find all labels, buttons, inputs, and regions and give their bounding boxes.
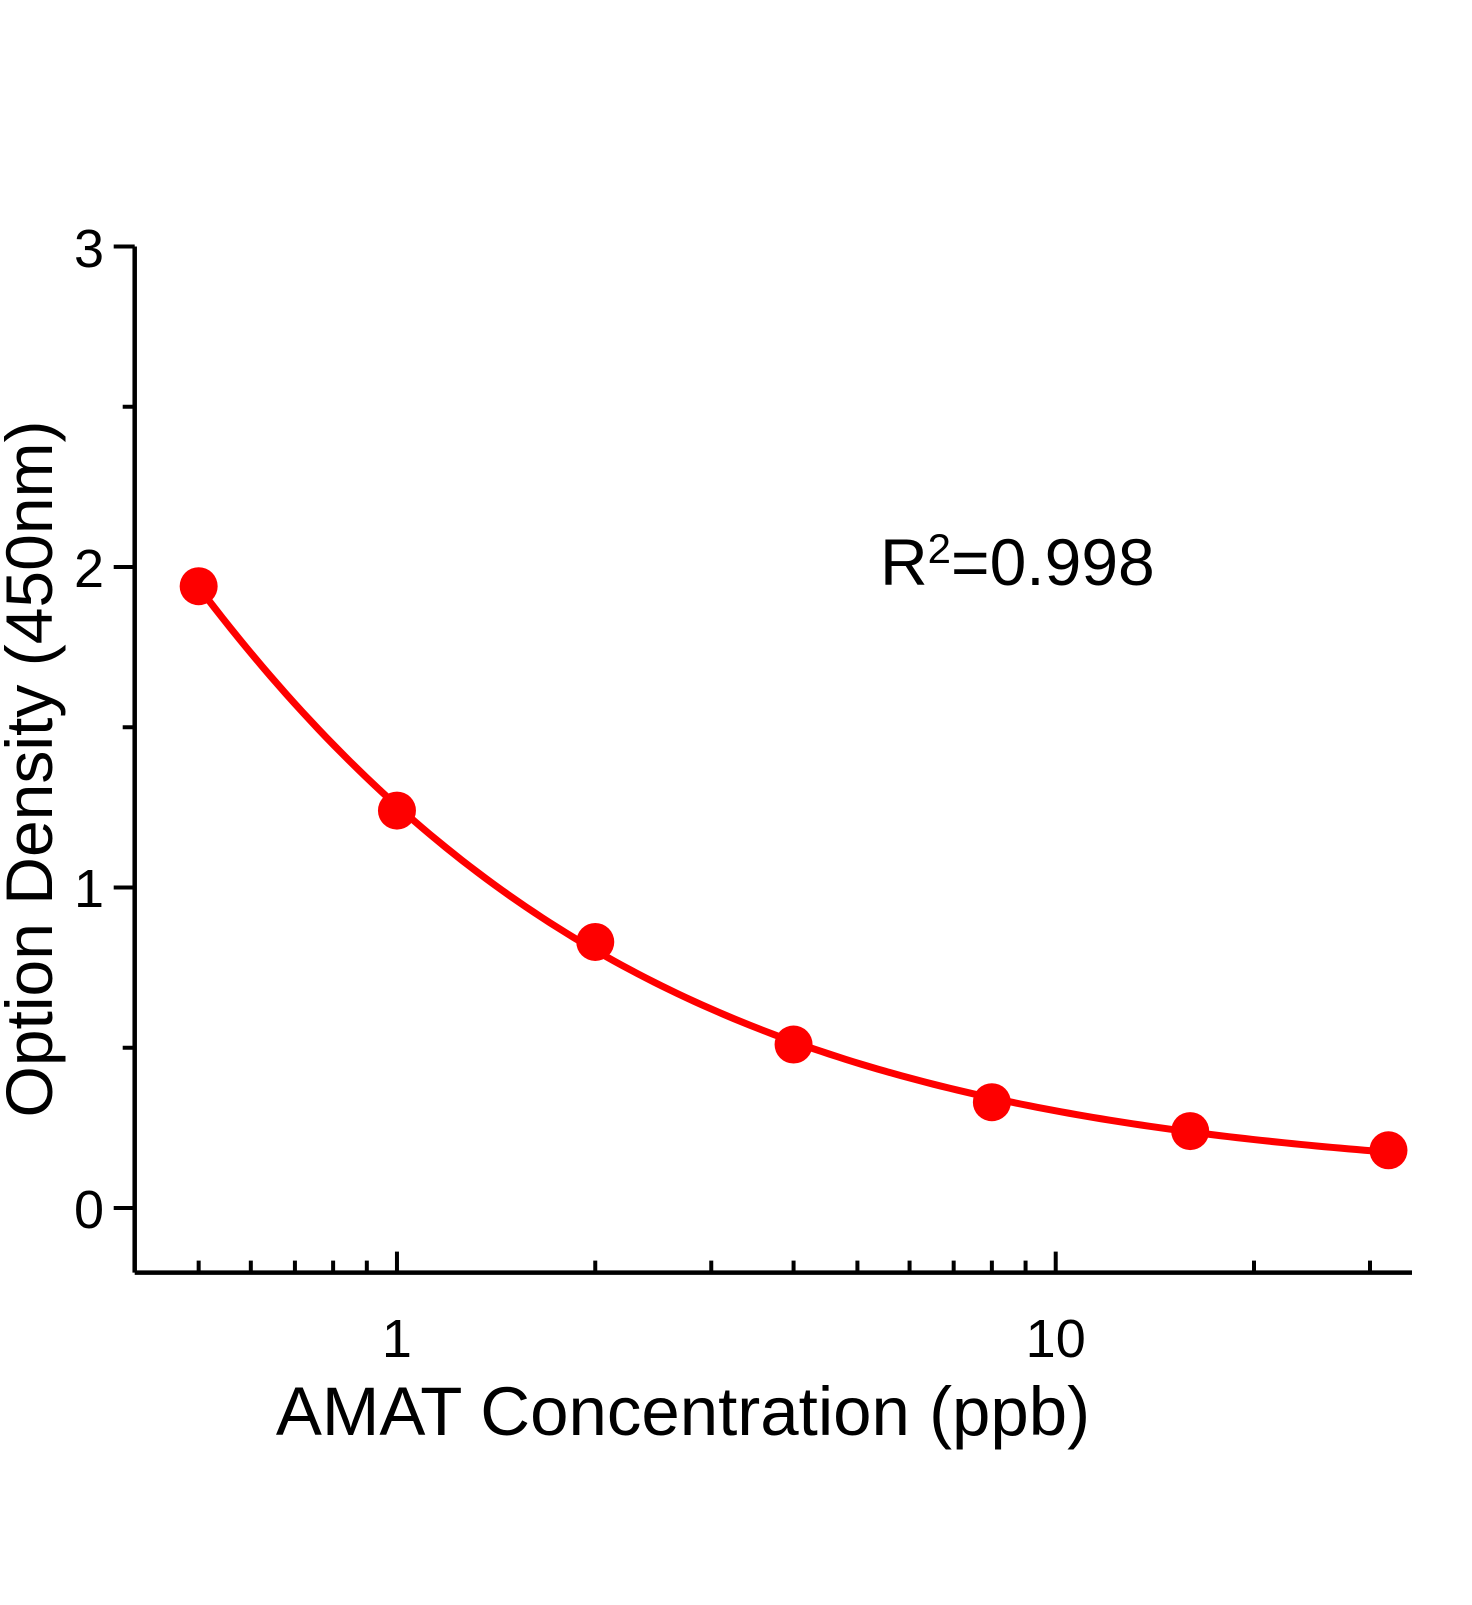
svg-text:1: 1 — [74, 859, 104, 919]
svg-text:Option Density (450nm): Option Density (450nm) — [0, 421, 66, 1118]
svg-text:0: 0 — [74, 1180, 104, 1240]
svg-text:AMAT Concentration (ppb): AMAT Concentration (ppb) — [276, 1373, 1090, 1450]
svg-text:R2=0.998: R2=0.998 — [880, 525, 1155, 599]
svg-text:10: 10 — [1026, 1309, 1086, 1369]
svg-text:1: 1 — [382, 1309, 412, 1369]
svg-text:2: 2 — [74, 539, 104, 599]
svg-text:3: 3 — [74, 219, 104, 279]
